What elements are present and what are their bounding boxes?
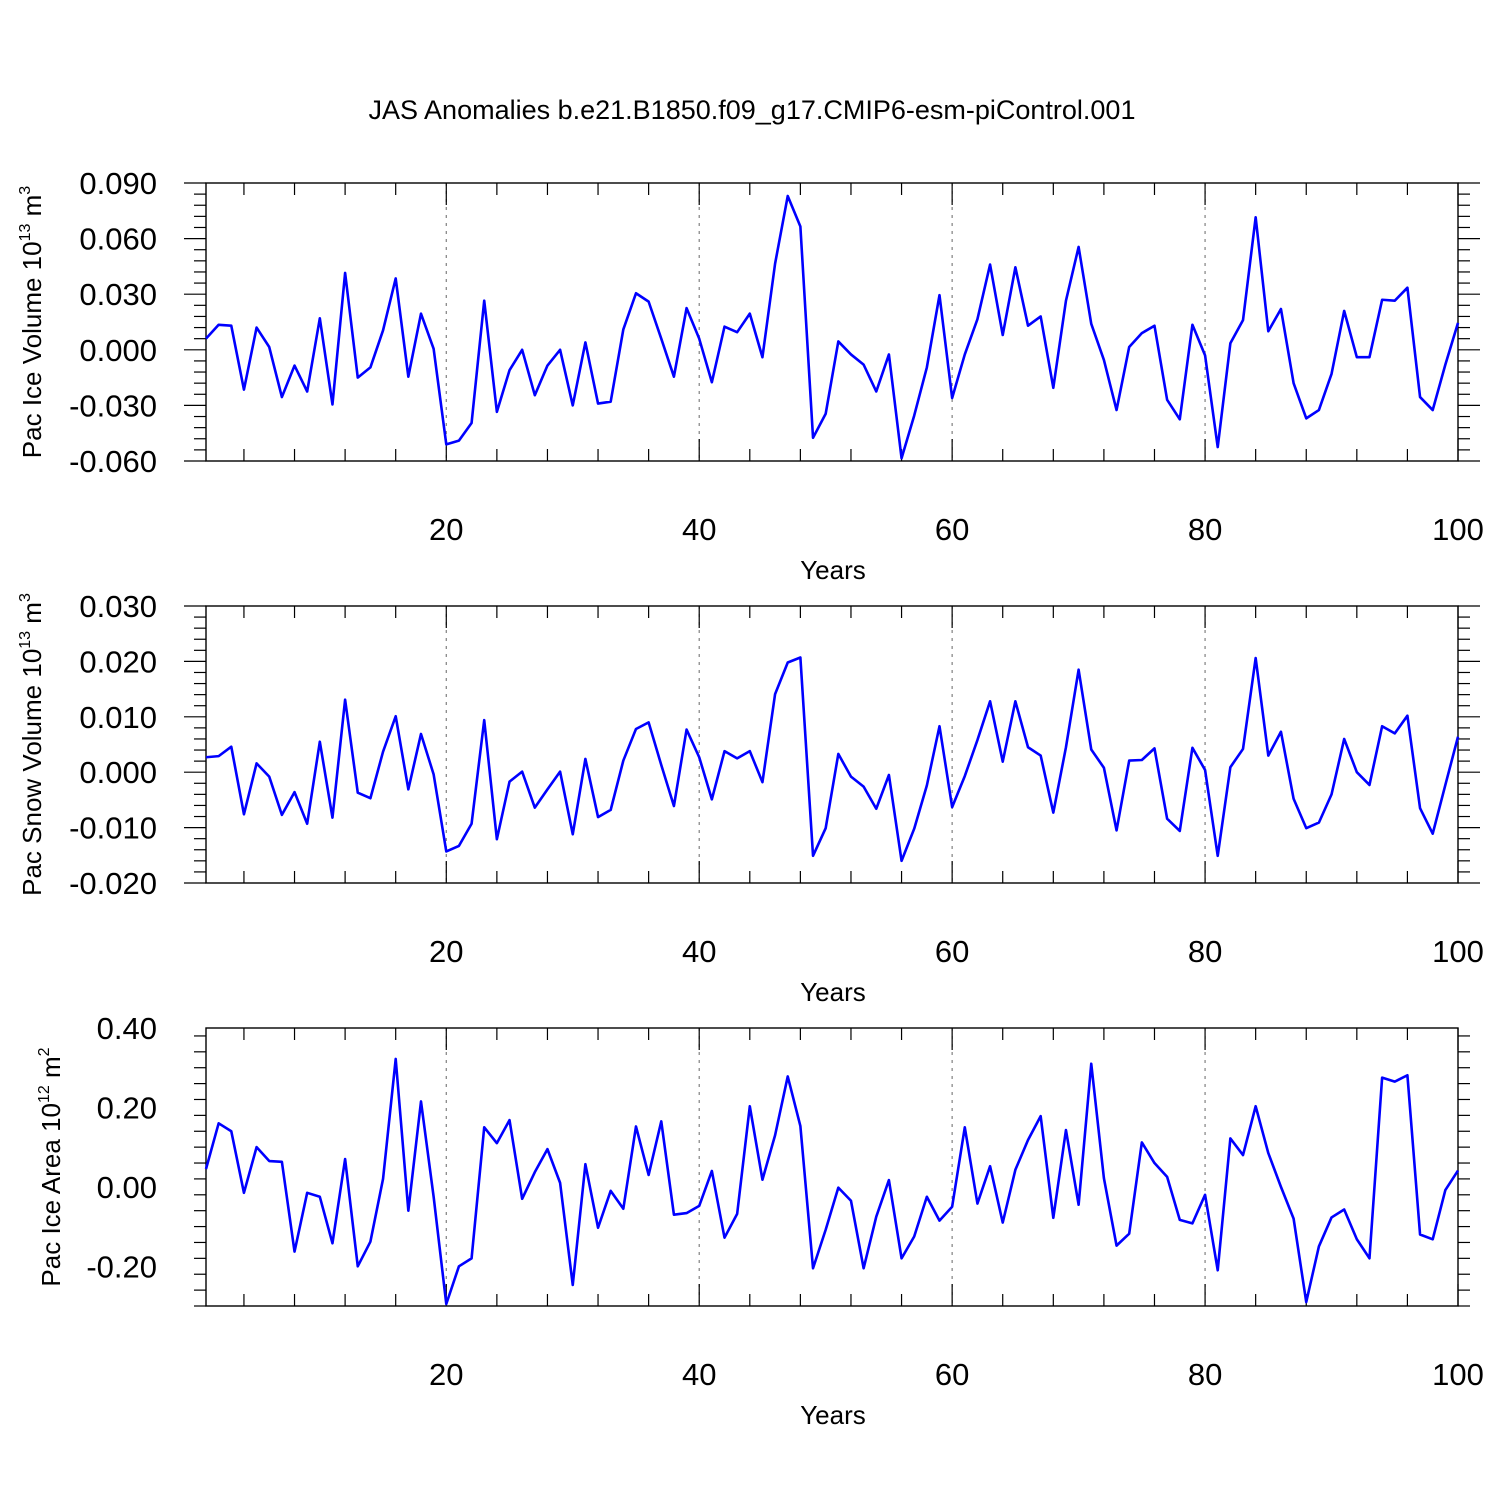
icevol-ytick-label: 0.000 [79, 333, 157, 368]
icevol-ytick-label: -0.030 [69, 388, 157, 423]
icearea-ytick-label: 0.40 [97, 1011, 157, 1046]
icearea-yaxis-label-text: Pac Ice Area 10 [36, 1103, 66, 1287]
icearea-xtick-label: 80 [1188, 1357, 1222, 1392]
snowvol-ytick-label: -0.020 [69, 866, 157, 901]
snowvol-ytick-label: 0.000 [79, 755, 157, 790]
icevol-series-line [205, 194, 1460, 460]
icevol-yaxis-label-superscript: 3 [17, 186, 34, 195]
snowvol-ytick-label: 0.010 [79, 700, 157, 735]
snowvol-ytick-label: -0.010 [69, 811, 157, 846]
icevol-yaxis-label-text: Pac Ice Volume 10 [17, 241, 47, 458]
icevol-panel: -0.060 -0.030 0.000 0.030 0.060 0.090 20 40 60 80… [17, 166, 1484, 585]
snowvol-ytick-label: 0.020 [79, 644, 157, 679]
snowvol-panel: -0.020 -0.010 0.000 0.010 0.020 0.030 20 40 60 80… [17, 589, 1484, 1007]
snowvol-plot-frame [205, 605, 1459, 884]
icearea-xtick-label: 100 [1432, 1357, 1484, 1392]
icearea-xtick-label: 40 [682, 1357, 716, 1392]
icevol-xtick-label: 40 [682, 512, 716, 547]
icevol-xtick-label: 20 [429, 512, 463, 547]
icevol-xaxis-label: Years [800, 555, 866, 585]
snowvol-xtick-label: 40 [682, 934, 716, 969]
icearea-xtick-label: 60 [935, 1357, 969, 1392]
snowvol-yaxis-label: Pac Snow Volume 1013 m3 [17, 593, 47, 896]
snowvol-xtick-label: 20 [429, 934, 463, 969]
icevol-ytick-label: -0.060 [69, 444, 157, 479]
snowvol-xtick-label: 60 [935, 934, 969, 969]
snowvol-yaxis-label-superscript: 13 [17, 631, 34, 649]
icearea-yaxis-label-superscript: 2 [36, 1047, 53, 1056]
snowvol-yaxis-label-text: m [17, 602, 47, 631]
icevol-ytick-label: 0.030 [79, 277, 157, 312]
snowvol-xaxis-label: Years [800, 977, 866, 1007]
snowvol-xtick-label: 100 [1432, 934, 1484, 969]
icearea-ytick-label: 0.00 [97, 1170, 157, 1205]
icevol-plot-frame [205, 182, 1459, 462]
icearea-ytick-label: -0.20 [86, 1249, 157, 1284]
snowvol-ytick-label: 0.030 [79, 589, 157, 624]
icevol-yaxis-label-superscript: 13 [17, 223, 34, 241]
icevol-ytick-label: 0.060 [79, 222, 157, 257]
icearea-xaxis-label: Years [800, 1400, 866, 1430]
icevol-yaxis-label: Pac Ice Volume 1013 m3 [17, 186, 47, 459]
icearea-panel: -0.20 0.00 0.20 0.40 20 40 60 80 100 Years Pac Ice… [36, 1011, 1484, 1430]
snowvol-series-line [205, 656, 1460, 863]
icevol-xtick-label: 100 [1432, 512, 1484, 547]
icevol-xtick-label: 80 [1188, 512, 1222, 547]
snowvol-xtick-label: 80 [1188, 934, 1222, 969]
chart-title: JAS Anomalies b.e21.B1850.f09_g17.CMIP6-… [369, 95, 1136, 125]
icevol-xtick-label: 60 [935, 512, 969, 547]
icearea-series-line [204, 1057, 1460, 1306]
icevol-ytick-label: 0.090 [79, 166, 157, 201]
icearea-xtick-label: 20 [429, 1357, 463, 1392]
snowvol-yaxis-label-text: Pac Snow Volume 10 [17, 649, 47, 896]
icearea-yaxis-label-superscript: 12 [36, 1085, 53, 1103]
icearea-ytick-label: 0.20 [97, 1090, 157, 1125]
icearea-yaxis-label-text: m [36, 1056, 66, 1085]
icearea-yaxis-label: Pac Ice Area 1012 m2 [36, 1047, 66, 1286]
snowvol-yaxis-label-superscript: 3 [17, 593, 34, 602]
icevol-yaxis-label-text: m [17, 195, 47, 224]
